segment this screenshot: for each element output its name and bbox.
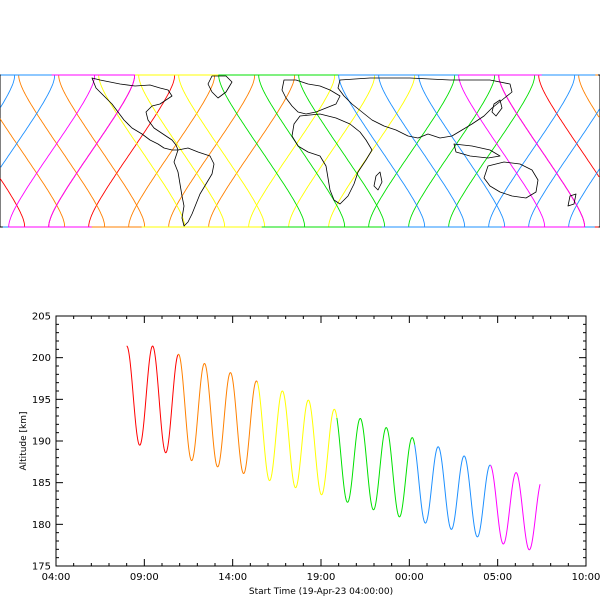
ground-track-pass-16-ascending xyxy=(48,74,136,228)
y-tick-label: 195 xyxy=(32,395,51,406)
ground-track-pass-15-descending xyxy=(458,74,546,228)
axes: 04:00 09:00 14:00 19:00 00:00 05:00 10:00 175 18… xyxy=(32,312,600,584)
ground-track-pass-13-descending xyxy=(378,74,466,228)
y-tick-label: 190 xyxy=(32,437,51,448)
x-tick-label: 09:00 xyxy=(130,572,159,583)
coast-australia xyxy=(483,161,539,199)
ground-track-pass-4-ascending xyxy=(168,74,256,228)
ground-track-pass-15-ascending xyxy=(8,74,96,228)
ground-track-pass-12-ascending xyxy=(488,74,576,228)
ground-track-pass-7-descending xyxy=(138,74,226,228)
y-tick-label: 205 xyxy=(32,312,51,323)
y-axis-title: Altitude [km] xyxy=(19,411,29,470)
x-axis-title: Start Time (19-Apr-23 04:00:00) xyxy=(249,587,393,597)
x-tick-label: 19:00 xyxy=(307,572,336,583)
ground-tracks xyxy=(0,74,600,228)
ground-track-pass-12-descending xyxy=(338,74,426,228)
x-tick-label: 04:00 xyxy=(42,572,71,583)
y-tick-label: 185 xyxy=(32,478,51,489)
coast-south-america xyxy=(173,147,215,227)
ground-track-pass-5-ascending xyxy=(208,74,296,228)
plot-frame xyxy=(55,315,587,567)
ground-track-pass-5-descending xyxy=(58,74,146,228)
coast-europe xyxy=(281,79,341,115)
x-tick-label: 14:00 xyxy=(218,572,247,583)
x-tick-label: 10:00 xyxy=(572,572,600,583)
y-tick-label: 200 xyxy=(32,353,51,364)
coastlines xyxy=(91,75,577,227)
altitude-segment-2 xyxy=(177,353,258,475)
ground-track-pass-14-descending xyxy=(418,74,506,228)
ground-track-pass-4-descending xyxy=(18,74,106,228)
altitude-series xyxy=(126,345,541,551)
x-tick-label: 05:00 xyxy=(483,572,512,583)
coast-greenland xyxy=(207,75,233,99)
coast-new-zealand xyxy=(567,193,577,207)
coast-japan xyxy=(491,99,503,117)
altitude-segment-1 xyxy=(126,345,179,454)
ground-track-pass-10-ascending xyxy=(408,74,496,228)
coast-madagascar xyxy=(373,171,383,191)
ground-track-pass-9-descending xyxy=(218,74,306,228)
ground-track-pass-9-ascending xyxy=(368,74,456,228)
y-tick-label: 180 xyxy=(32,520,51,531)
ground-track-pass-7-ascending xyxy=(288,74,376,228)
coast-africa xyxy=(291,113,373,205)
ground-track-pass-16-descending xyxy=(498,74,586,228)
altitude-segment-6 xyxy=(490,465,541,551)
y-tick-label: 175 xyxy=(32,562,51,573)
altitude-segment-4 xyxy=(336,417,416,518)
ground-track-pass-8-descending xyxy=(178,74,266,228)
x-tick-label: 00:00 xyxy=(395,572,424,583)
ground-track-pass-6-ascending xyxy=(248,74,336,228)
altitude-segment-5 xyxy=(414,444,491,538)
coast-asia xyxy=(337,77,513,139)
coast-indonesia xyxy=(453,143,501,159)
ground-track-pass-6-descending xyxy=(98,74,186,228)
ground-track-pass-11-descending xyxy=(298,74,386,228)
coast-north-america xyxy=(91,77,179,151)
ground-track-pass-3-ascending xyxy=(128,74,216,228)
ground-track-pass-10-descending xyxy=(258,74,346,228)
altitude-segment-3 xyxy=(256,382,338,496)
ground-track-pass-2-ascending xyxy=(88,74,176,228)
